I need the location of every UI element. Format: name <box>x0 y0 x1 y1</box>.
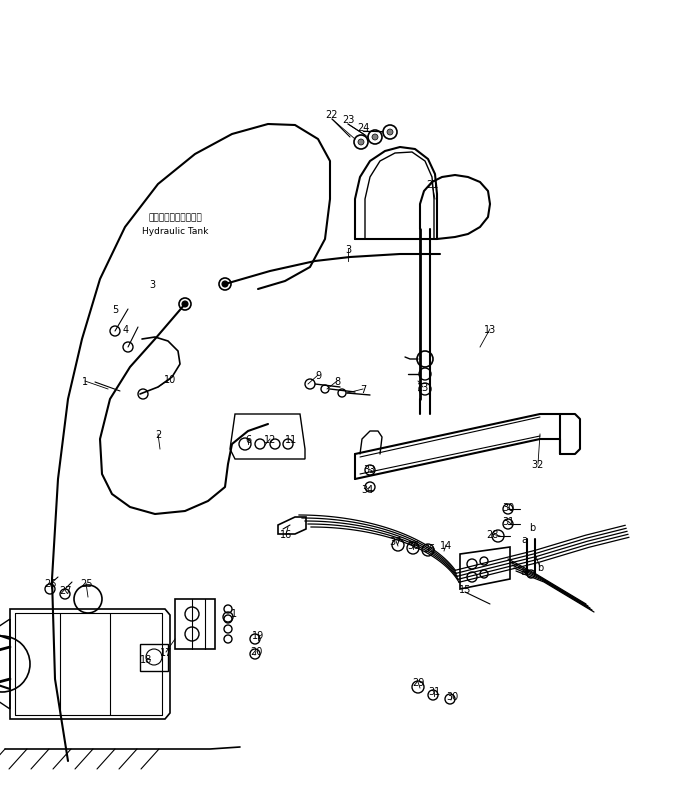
Text: ハイドロリックタンク: ハイドロリックタンク <box>148 214 202 222</box>
Text: Hydraulic Tank: Hydraulic Tank <box>142 227 208 236</box>
Text: 28: 28 <box>486 529 498 540</box>
Text: b: b <box>537 562 543 573</box>
Text: 26: 26 <box>44 578 56 589</box>
Text: 4: 4 <box>123 324 129 335</box>
Text: 34: 34 <box>361 484 373 495</box>
Text: 3: 3 <box>149 279 155 290</box>
Text: 32: 32 <box>532 459 544 470</box>
Text: 15: 15 <box>458 585 471 594</box>
Text: 2: 2 <box>155 430 161 439</box>
Text: a: a <box>520 566 526 577</box>
Text: 12: 12 <box>264 434 276 444</box>
Text: 21: 21 <box>426 180 438 190</box>
Text: 30: 30 <box>446 691 458 701</box>
Text: 16: 16 <box>280 529 292 540</box>
Text: 11: 11 <box>285 434 297 444</box>
Text: 30: 30 <box>502 503 514 512</box>
Text: 35: 35 <box>424 544 436 553</box>
Text: 5: 5 <box>112 304 118 315</box>
Text: 36: 36 <box>407 540 419 550</box>
Text: a: a <box>521 534 527 544</box>
Text: 33: 33 <box>363 464 375 475</box>
Circle shape <box>182 302 188 308</box>
Text: 1: 1 <box>82 377 88 386</box>
Text: 17: 17 <box>160 647 172 657</box>
Text: 31: 31 <box>428 686 440 696</box>
Text: 14: 14 <box>440 540 452 550</box>
Circle shape <box>222 282 228 287</box>
Text: 25: 25 <box>80 578 92 589</box>
Text: 22: 22 <box>326 110 338 120</box>
Text: 3: 3 <box>345 245 351 255</box>
Circle shape <box>372 135 378 141</box>
Text: 29: 29 <box>412 677 424 687</box>
Text: b: b <box>529 522 535 532</box>
Text: 7: 7 <box>360 385 366 394</box>
Text: 24: 24 <box>357 123 369 132</box>
Text: 6: 6 <box>245 434 251 444</box>
Text: 13: 13 <box>484 324 496 335</box>
Text: 18: 18 <box>140 654 152 664</box>
Text: 8: 8 <box>334 377 340 386</box>
Circle shape <box>358 140 364 146</box>
Text: 19: 19 <box>252 630 264 640</box>
Text: 9: 9 <box>315 370 321 381</box>
Text: 13: 13 <box>417 382 429 393</box>
Text: 31: 31 <box>502 516 514 526</box>
Text: 10: 10 <box>164 374 176 385</box>
Circle shape <box>387 130 393 136</box>
Text: 1: 1 <box>231 608 237 618</box>
Text: 37: 37 <box>390 536 402 546</box>
Text: 20: 20 <box>250 646 262 656</box>
Text: 23: 23 <box>342 115 354 124</box>
Text: 27: 27 <box>59 585 71 595</box>
